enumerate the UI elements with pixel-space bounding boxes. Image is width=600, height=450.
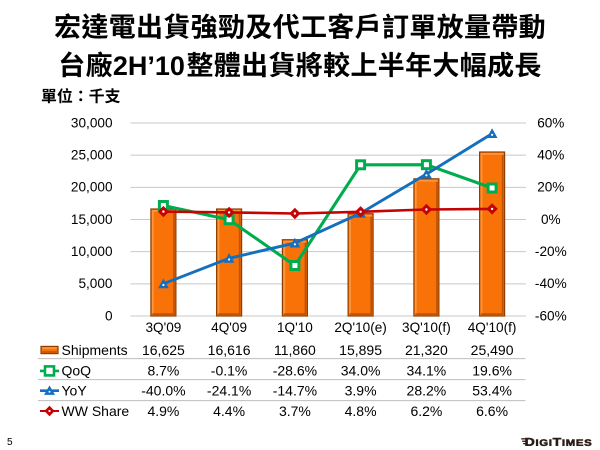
svg-text:Shipments: Shipments <box>62 342 128 358</box>
svg-text:4Q'09: 4Q'09 <box>211 320 247 335</box>
svg-text:3.7%: 3.7% <box>279 403 311 419</box>
svg-text:4.9%: 4.9% <box>147 403 179 419</box>
svg-text:34.0%: 34.0% <box>341 363 381 379</box>
svg-text:21,320: 21,320 <box>405 342 448 358</box>
svg-text:16,625: 16,625 <box>142 342 185 358</box>
svg-text:4.4%: 4.4% <box>213 403 245 419</box>
svg-text:15,000: 15,000 <box>71 212 113 227</box>
svg-text:34.1%: 34.1% <box>407 363 447 379</box>
svg-text:0%: 0% <box>541 212 561 227</box>
svg-text:25,000: 25,000 <box>71 148 113 163</box>
svg-text:5,000: 5,000 <box>78 276 112 291</box>
svg-text:-40%: -40% <box>535 276 567 291</box>
svg-text:60%: 60% <box>537 115 564 130</box>
svg-text:8.7%: 8.7% <box>147 363 179 379</box>
svg-text:10,000: 10,000 <box>71 244 113 259</box>
svg-text:25,490: 25,490 <box>471 342 514 358</box>
svg-text:-60%: -60% <box>535 308 567 323</box>
svg-text:6.2%: 6.2% <box>410 403 442 419</box>
svg-text:40%: 40% <box>537 148 564 163</box>
svg-text:3Q'10(f): 3Q'10(f) <box>402 320 451 335</box>
svg-text:15,895: 15,895 <box>339 342 382 358</box>
svg-text:4Q'10(f): 4Q'10(f) <box>468 320 517 335</box>
svg-text:4.8%: 4.8% <box>345 403 377 419</box>
svg-text:2Q'10(e): 2Q'10(e) <box>334 320 386 335</box>
svg-text:5: 5 <box>7 437 13 448</box>
svg-text:6.6%: 6.6% <box>476 403 508 419</box>
svg-text:2H’10: 2H’10 <box>113 51 185 81</box>
svg-text:3.9%: 3.9% <box>345 383 377 399</box>
svg-text:11,860: 11,860 <box>274 342 316 358</box>
svg-text:YoY: YoY <box>62 383 88 399</box>
svg-text:WW Share: WW Share <box>62 403 130 419</box>
svg-text:QoQ: QoQ <box>62 363 92 379</box>
svg-text:-0.1%: -0.1% <box>211 363 248 379</box>
svg-text:20%: 20% <box>537 180 564 195</box>
svg-text:30,000: 30,000 <box>71 115 113 130</box>
svg-text:28.2%: 28.2% <box>407 383 447 399</box>
svg-text:20,000: 20,000 <box>71 180 113 195</box>
svg-text:16,616: 16,616 <box>208 342 251 358</box>
svg-text:19.6%: 19.6% <box>472 363 512 379</box>
svg-text:1Q'10: 1Q'10 <box>277 320 313 335</box>
svg-text:-28.6%: -28.6% <box>273 363 317 379</box>
svg-text:-24.1%: -24.1% <box>207 383 251 399</box>
svg-text:3Q'09: 3Q'09 <box>145 320 181 335</box>
svg-text:-20%: -20% <box>535 244 567 259</box>
svg-text:-40.0%: -40.0% <box>141 383 185 399</box>
svg-text:-14.7%: -14.7% <box>273 383 317 399</box>
svg-text:53.4%: 53.4% <box>472 383 512 399</box>
svg-text:0: 0 <box>105 308 113 323</box>
